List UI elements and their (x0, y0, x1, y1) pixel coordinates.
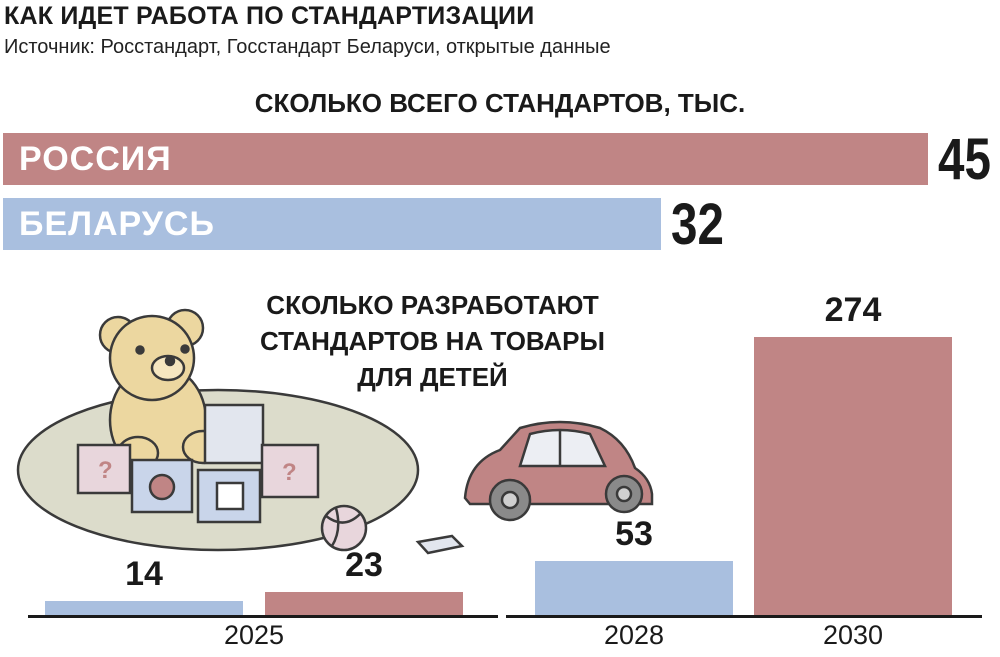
svg-text:?: ? (98, 457, 113, 484)
x-tick-2028: 2028 (603, 620, 665, 650)
value-2030-russia: 274 (824, 291, 882, 329)
teddy-bear-icon (98, 308, 225, 477)
bar-russia: РОССИЯ (3, 133, 928, 185)
bar-2030-russia (754, 337, 952, 615)
x-tick-2030: 2030 (822, 620, 884, 650)
bar-2028-belarus (535, 561, 733, 615)
x-tick-2025: 2025 (223, 620, 285, 650)
toy-car-icon (463, 420, 654, 522)
value-2025-belarus: 14 (125, 555, 163, 593)
x-axis-line-2025 (28, 615, 498, 618)
bar-belarus: БЕЛАРУСЬ (3, 198, 661, 250)
tile-icon (415, 534, 465, 555)
value-2028-belarus: 53 (615, 515, 653, 553)
chart-title: КАК ИДЕТ РАБОТА ПО СТАНДАРТИЗАЦИИ (4, 2, 535, 30)
x-axis-line-2028-2030 (506, 615, 982, 618)
svg-text:?: ? (282, 459, 297, 486)
chart-source: Источник: Росстандарт, Госстандарт Белар… (4, 36, 611, 58)
bar-value-belarus: 32 (671, 192, 724, 257)
bar-label-belarus: БЕЛАРУСЬ (19, 205, 215, 243)
bar-value-russia: 45 (938, 127, 991, 192)
total-standards-subtitle: СКОЛЬКО ВСЕГО СТАНДАРТОВ, ТЫС. (254, 88, 746, 118)
toy-blocks-icon: ? ? (76, 403, 320, 524)
bar-2025-russia (265, 592, 463, 615)
children-standards-subtitle: СКОЛЬКО РАЗРАБОТАЮТ СТАНДАРТОВ НА ТОВАРЫ… (260, 290, 605, 392)
ball-icon (320, 504, 368, 552)
bar-label-russia: РОССИЯ (19, 140, 172, 178)
value-2025-russia: 23 (345, 546, 383, 584)
bar-2025-belarus (45, 601, 243, 615)
